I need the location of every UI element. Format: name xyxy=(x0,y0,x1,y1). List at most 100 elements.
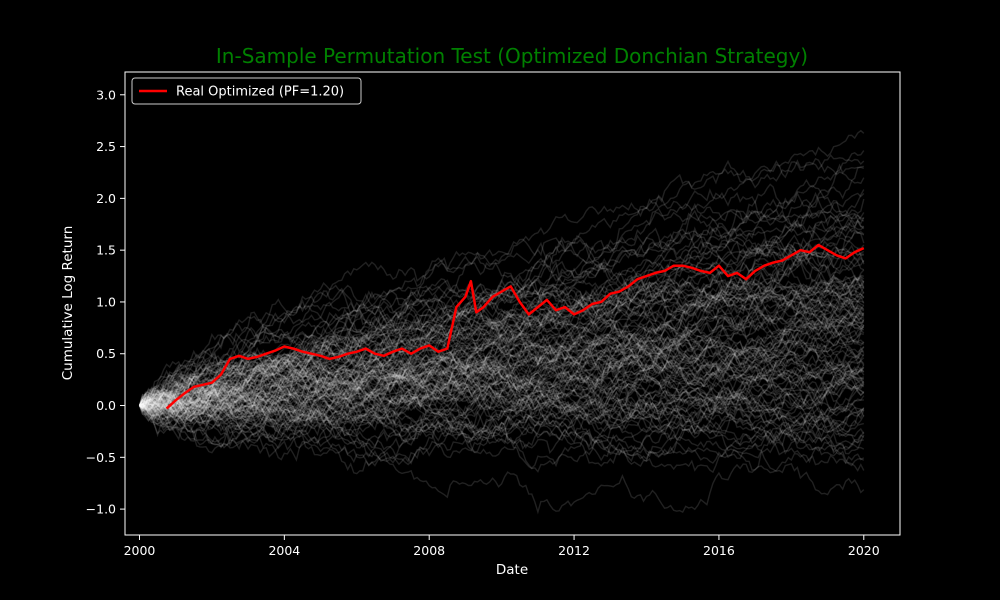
permutation-line xyxy=(138,311,865,442)
y-tick-label: 3.0 xyxy=(96,87,116,102)
permutation-line xyxy=(139,356,865,432)
permutation-line xyxy=(138,240,865,429)
permutation-line xyxy=(138,163,865,406)
permutation-line xyxy=(138,318,865,426)
permutation-line xyxy=(139,368,864,475)
permutation-line xyxy=(139,327,865,440)
x-tick-label: 2000 xyxy=(124,543,156,558)
permutation-line xyxy=(139,235,865,407)
permutation-line xyxy=(138,272,865,423)
permutation-line xyxy=(138,304,865,406)
permutation-line xyxy=(138,357,865,455)
permutation-line xyxy=(139,355,865,458)
permutation-line xyxy=(139,337,865,427)
permutation-line xyxy=(138,129,865,407)
permutation-line xyxy=(139,257,865,415)
permutation-line xyxy=(139,280,865,413)
permutation-line xyxy=(139,261,865,407)
permutation-line xyxy=(139,308,865,412)
permutation-line xyxy=(139,343,865,428)
real-series-group xyxy=(165,243,865,410)
permutation-line xyxy=(138,338,865,412)
permutation-line xyxy=(139,299,865,408)
y-tick-label: 0.0 xyxy=(96,398,116,413)
permutation-line xyxy=(139,309,865,413)
permutation-line xyxy=(139,404,865,515)
permutation-line xyxy=(139,274,865,408)
permutation-line xyxy=(139,355,865,419)
permutation-line xyxy=(138,364,865,454)
permutation-line xyxy=(138,213,865,411)
y-axis: −1.0 −0.5 0.0 0.5 1.0 1.5 2.0 2.5 3.0 xyxy=(86,87,125,517)
permutation-line xyxy=(139,350,865,446)
permutation-line xyxy=(139,177,865,414)
x-axis: 2000 2004 2008 2012 2016 2020 xyxy=(124,535,880,558)
legend-box xyxy=(131,77,362,105)
permutation-line xyxy=(139,387,865,434)
permutation-line xyxy=(139,213,864,407)
permutation-line xyxy=(139,274,865,407)
permutation-line xyxy=(139,351,865,422)
permutation-line xyxy=(139,305,864,422)
permutation-line xyxy=(139,285,865,411)
permutation-line xyxy=(139,354,865,446)
permutation-line xyxy=(138,355,865,440)
permutation-line xyxy=(138,385,864,470)
real-series-line xyxy=(165,243,865,410)
permutation-line xyxy=(139,217,865,421)
permutation-line xyxy=(138,376,865,444)
permutation-line xyxy=(139,317,865,425)
permutation-line xyxy=(139,323,865,412)
y-tick-label: 1.5 xyxy=(96,243,116,258)
permutation-line xyxy=(139,150,865,412)
permutation-line xyxy=(138,317,865,433)
x-tick-label: 2020 xyxy=(848,543,880,558)
y-axis-label: Cumulative Log Return xyxy=(60,226,76,381)
permutation-line xyxy=(139,404,865,467)
permutation-line xyxy=(139,161,864,415)
permutation-line xyxy=(139,336,865,417)
permutation-line xyxy=(139,239,865,409)
permutation-line xyxy=(138,232,865,419)
permutation-line xyxy=(139,384,865,496)
permutation-line xyxy=(139,373,865,473)
permutation-line xyxy=(139,225,865,407)
permutation-line xyxy=(139,230,865,407)
permutation-line xyxy=(139,238,865,422)
y-tick-label: 1.0 xyxy=(96,294,116,309)
permutation-line xyxy=(139,330,865,410)
permutation-line xyxy=(138,295,865,409)
permutation-line xyxy=(139,153,865,415)
permutation-line xyxy=(138,231,865,438)
permutation-line xyxy=(138,264,865,421)
permutation-line xyxy=(139,350,865,425)
permutation-line xyxy=(138,243,865,406)
permutation-line xyxy=(138,327,865,411)
permutation-line xyxy=(139,292,864,448)
permutation-line xyxy=(138,308,865,406)
permutation-line xyxy=(138,307,864,417)
permutation-line xyxy=(138,354,865,410)
permutation-line xyxy=(138,360,865,424)
y-tick-label: −1.0 xyxy=(86,502,116,517)
permutation-line xyxy=(139,363,864,454)
x-tick-label: 2004 xyxy=(268,543,300,558)
permutation-line xyxy=(139,379,865,474)
permutation-line xyxy=(138,337,865,413)
permutation-line xyxy=(139,338,865,437)
permutation-line xyxy=(139,366,865,426)
permutation-line xyxy=(139,280,865,411)
permutation-line xyxy=(139,244,864,409)
permutation-line xyxy=(139,219,864,418)
permutation-line xyxy=(139,303,865,418)
permutation-line xyxy=(138,257,865,411)
permutation-line xyxy=(139,247,864,407)
permutation-line xyxy=(139,288,865,433)
permutation-line xyxy=(138,395,865,471)
permutation-line xyxy=(138,363,865,466)
permutation-series-group xyxy=(138,129,865,515)
y-tick-label: −0.5 xyxy=(86,450,116,465)
permutation-line xyxy=(139,306,865,408)
permutation-line xyxy=(139,189,865,410)
